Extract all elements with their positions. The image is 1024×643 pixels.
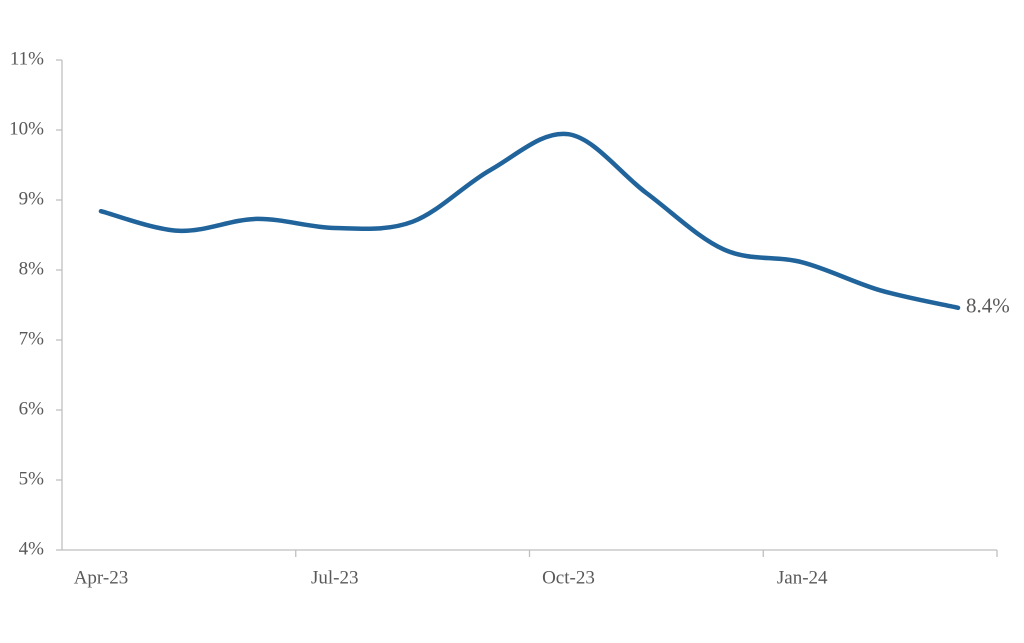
y-tick-label: 5% bbox=[19, 468, 45, 489]
y-tick-label: 4% bbox=[19, 538, 45, 559]
y-tick-label: 9% bbox=[19, 188, 45, 209]
x-tick-label: Jan-24 bbox=[777, 567, 828, 588]
y-tick-label: 8% bbox=[19, 258, 45, 279]
annotation: 8.4% bbox=[966, 294, 1010, 318]
x-tick-label: Oct-23 bbox=[542, 567, 595, 588]
y-tick-label: 7% bbox=[19, 328, 45, 349]
y-tick-label: 11% bbox=[10, 48, 44, 69]
x-tick-label: Jul-23 bbox=[311, 567, 359, 588]
y-tick-label: 10% bbox=[9, 118, 44, 139]
x-tick-label: Apr-23 bbox=[74, 567, 129, 588]
line-series bbox=[98, 131, 961, 311]
y-tick-label: 6% bbox=[19, 398, 45, 419]
